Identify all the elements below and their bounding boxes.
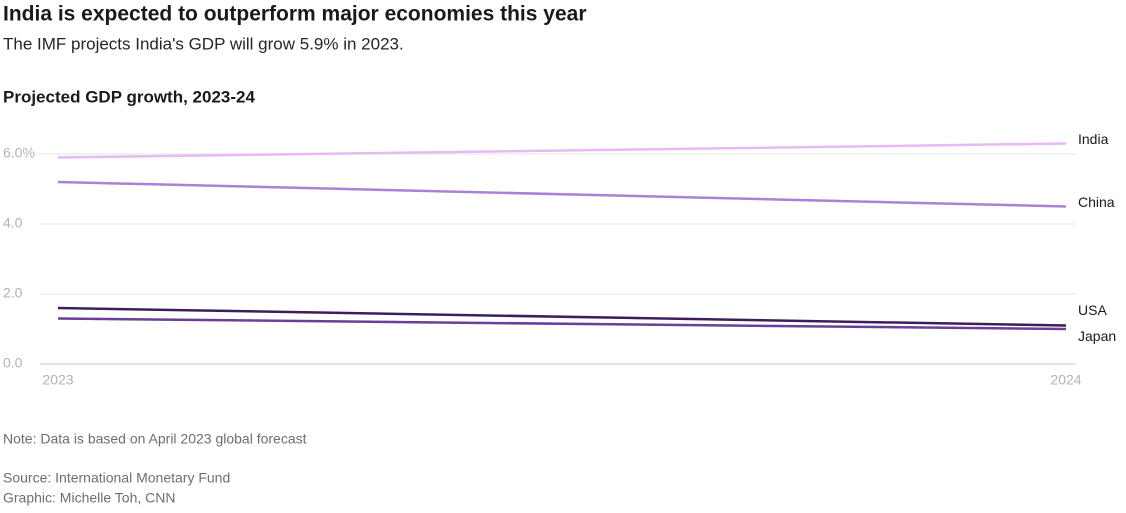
- x-tick-label: 2024: [1050, 372, 1081, 388]
- series-line: [57, 180, 1067, 208]
- series-line: [57, 317, 1067, 331]
- y-tick-label: 4.0: [3, 215, 23, 231]
- series-label: India: [1078, 131, 1109, 147]
- y-tick-label: 0.0: [3, 355, 23, 371]
- series-label: USA: [1078, 302, 1107, 318]
- x-tick-label: 2023: [42, 372, 73, 388]
- y-tick-label: 6.0%: [3, 145, 35, 161]
- chart-subtitle: The IMF projects India's GDP will grow 5…: [3, 34, 404, 53]
- series-label: China: [1078, 194, 1115, 210]
- chart-title: India is expected to outperform major ec…: [3, 3, 587, 26]
- y-tick-label: 2.0: [3, 285, 23, 301]
- credit: Graphic: Michelle Toh, CNN: [3, 490, 175, 506]
- series-line: [57, 306, 1067, 327]
- chart-heading: Projected GDP growth, 2023-24: [3, 87, 255, 106]
- series-line: [57, 142, 1067, 159]
- series-label: Japan: [1078, 328, 1116, 344]
- note: Note: Data is based on April 2023 global…: [3, 431, 307, 447]
- source: Source: International Monetary Fund: [3, 470, 230, 486]
